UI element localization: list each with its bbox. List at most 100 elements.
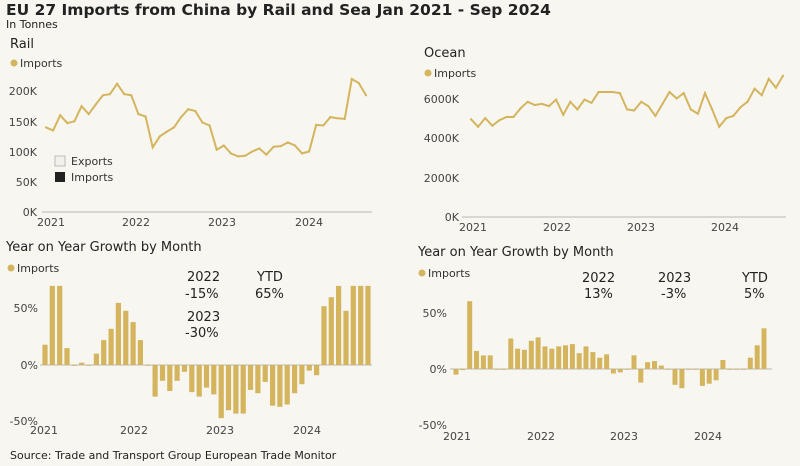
- rail-yoy-bar-1: [49, 285, 55, 365]
- ocean-yoy-bar-18: [576, 353, 582, 369]
- rail-point-38: [315, 123, 318, 126]
- ocean-yoy-bar-10: [521, 349, 527, 369]
- ocean-point-31: [689, 108, 692, 111]
- ocean-point-21: [618, 92, 622, 95]
- ocean-point-4: [498, 119, 501, 122]
- rail-yoy-legend-marker: [7, 264, 15, 272]
- rail-point-44: [357, 82, 360, 85]
- ocean-point-28: [668, 90, 671, 94]
- rail-point-39: [322, 124, 325, 127]
- ocean-yoy-bar-33: [679, 369, 685, 389]
- ocean-point-29: [675, 97, 678, 100]
- ocean-point-15: [576, 108, 579, 111]
- ocean-panel: Ocean Imports 0K 2000K 4000K 6000K 2021 2022…: [424, 46, 786, 234]
- rail-y-tick-4: 200K: [9, 85, 38, 98]
- ocean-yoy-bars: [453, 301, 767, 389]
- rail-point-35: [293, 144, 296, 147]
- ocean-yoy-bar-42: [741, 369, 746, 370]
- rail-point-43: [350, 77, 353, 81]
- ocean-yoy-bar-23: [610, 369, 616, 374]
- rail-point-37: [308, 150, 311, 153]
- ocean-point-1: [477, 125, 480, 128]
- rail-yoy-bar-4: [71, 365, 77, 366]
- rail-points: [44, 77, 368, 158]
- rail-yoy-bar-26: [233, 365, 239, 414]
- ocean-yoy-y-tick-2: 50%: [423, 307, 447, 320]
- ocean-point-19: [604, 90, 607, 94]
- rail-point-15: [151, 146, 154, 149]
- ocean-yoy-x-tick-2023: 2023: [610, 430, 638, 443]
- ocean-point-30: [682, 92, 685, 95]
- rail-point-36: [300, 152, 304, 155]
- rail-point-33: [279, 145, 282, 148]
- ocean-point-37: [732, 114, 735, 117]
- ocean-point-2: [484, 117, 487, 120]
- ocean-yoy-bar-4: [480, 355, 486, 369]
- rail-x-axis: 2021 2022 2023 2024: [37, 216, 323, 229]
- ocean-yoy-bar-21: [597, 357, 603, 369]
- ocean-point-32: [696, 112, 700, 115]
- rail-yoy-panel: Year on Year Growth by Month Imports -50…: [5, 240, 372, 437]
- rail-yoy-bar-44: [365, 285, 371, 365]
- rail-yoy-bar-7: [93, 353, 99, 365]
- ocean-yoy-bar-6: [494, 369, 500, 370]
- ocean-yoy-bar-12: [535, 337, 541, 369]
- rail-point-1: [52, 129, 55, 132]
- ocean-yoy-title: Year on Year Growth by Month: [417, 245, 614, 260]
- rail-yoy-x-tick-2023: 2023: [206, 424, 234, 437]
- rail-point-0: [44, 126, 48, 129]
- ocean-point-34: [711, 108, 714, 111]
- ocean-point-6: [512, 115, 515, 119]
- ocean-annotation-2023-value: -3%: [661, 287, 686, 302]
- ocean-yoy-bar-5: [487, 355, 493, 369]
- rail-yoy-x-tick-2021: 2021: [30, 424, 58, 437]
- ocean-yoy-bar-44: [754, 345, 760, 369]
- rail-yoy-bar-15: [152, 365, 158, 397]
- ocean-yoy-bar-43: [747, 357, 753, 369]
- rail-yoy-x-axis: 2021 2022 2023 2024: [30, 424, 321, 437]
- rail-imports-line: [45, 77, 367, 158]
- rail-point-34: [286, 141, 289, 144]
- rail-point-5: [80, 105, 83, 108]
- ocean-point-43: [774, 86, 778, 89]
- ocean-point-18: [597, 90, 600, 94]
- rail-panel-title: Rail: [10, 37, 34, 52]
- rail-yoy-x-tick-2024: 2024: [293, 424, 321, 437]
- rail-yoy-bar-3: [64, 348, 70, 365]
- rail-point-4: [73, 120, 76, 123]
- exports-legend-label: Exports: [71, 155, 113, 168]
- ocean-yoy-bar-13: [542, 346, 548, 369]
- rail-yoy-bar-0: [42, 344, 48, 365]
- rail-yoy-bar-13: [137, 340, 143, 365]
- ocean-yoy-bar-24: [617, 369, 623, 373]
- ocean-point-10: [540, 102, 544, 105]
- ocean-yoy-bar-26: [631, 355, 637, 369]
- rail-yoy-bar-31: [270, 365, 276, 406]
- ocean-point-13: [562, 113, 565, 116]
- ocean-y-tick-0: 0K: [445, 211, 460, 224]
- ocean-annotation-2023-label: 2023: [658, 271, 691, 286]
- ocean-y-axis: 0K 2000K 4000K 6000K: [424, 93, 460, 224]
- rail-point-16: [158, 135, 161, 138]
- ocean-yoy-bar-35: [693, 369, 699, 370]
- ocean-point-39: [746, 100, 749, 103]
- rail-point-41: [336, 117, 339, 120]
- rail-point-40: [329, 116, 332, 119]
- ocean-yoy-legend-label: Imports: [428, 267, 471, 280]
- rail-point-24: [215, 148, 218, 151]
- imports-legend-label: Imports: [71, 171, 114, 184]
- rail-point-8: [101, 94, 104, 97]
- rail-point-12: [130, 94, 133, 97]
- ocean-point-22: [625, 108, 629, 111]
- ocean-x-axis: 2021 2022 2023 2024: [459, 221, 739, 234]
- rail-yoy-bar-34: [292, 365, 298, 394]
- rail-y-tick-3: 150K: [9, 116, 38, 129]
- ocean-yoy-bar-17: [569, 344, 575, 369]
- ocean-x-tick-2022: 2022: [543, 221, 571, 234]
- rail-yoy-bar-25: [225, 365, 232, 411]
- rail-yoy-bar-37: [314, 365, 320, 376]
- ocean-y-tick-1: 2000K: [424, 172, 460, 185]
- rail-legend-label: Imports: [20, 57, 63, 70]
- rail-yoy-legend-label: Imports: [17, 262, 60, 275]
- rail-point-22: [201, 121, 204, 124]
